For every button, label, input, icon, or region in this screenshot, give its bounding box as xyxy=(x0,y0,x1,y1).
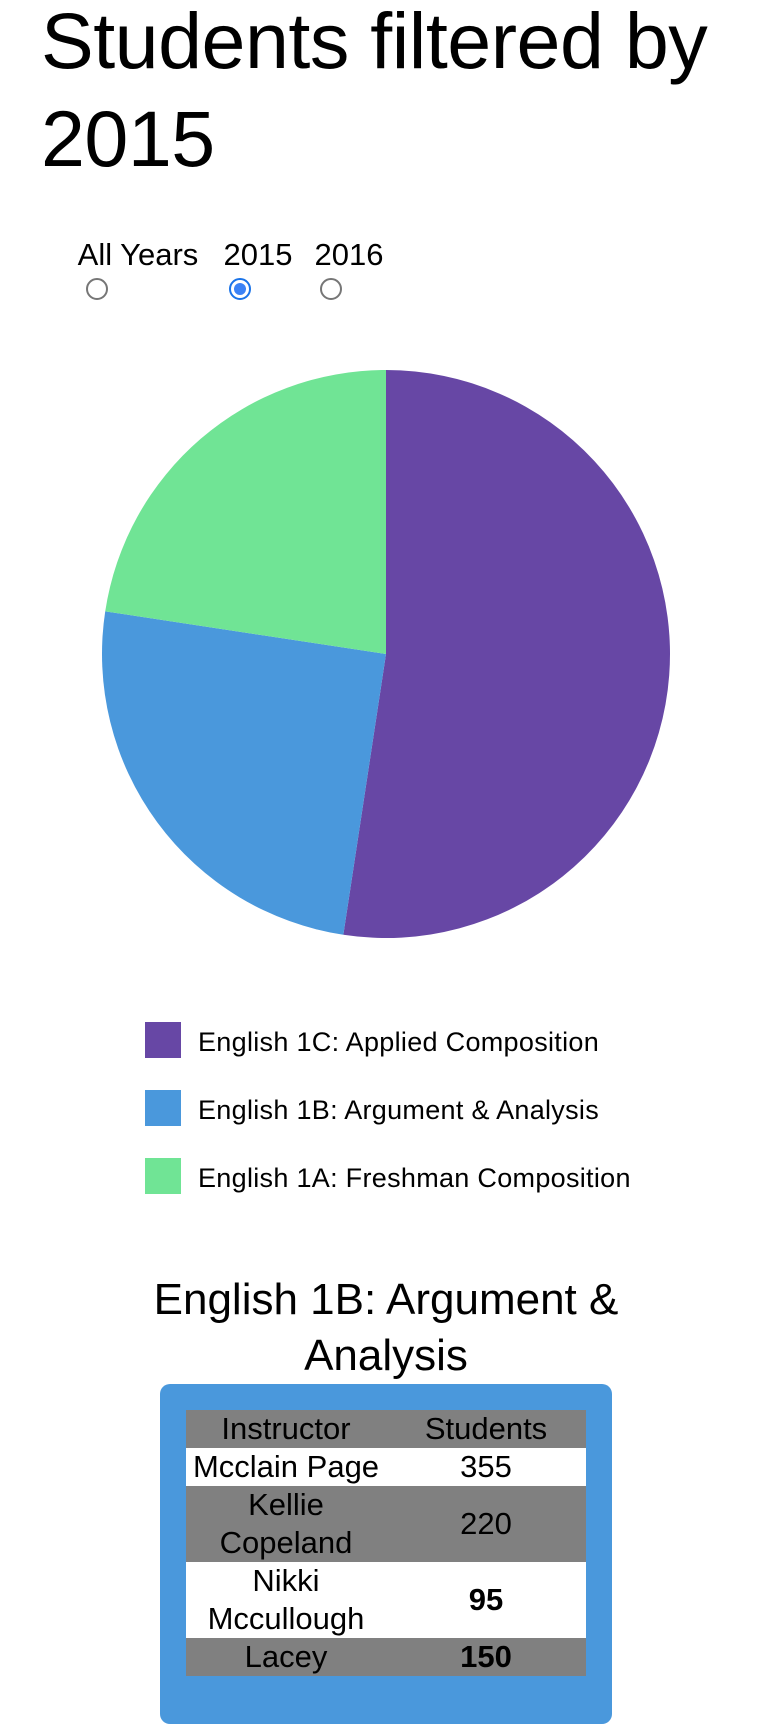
radio-option-2015[interactable]: 2015 xyxy=(219,232,297,300)
detail-title: English 1B: Argument & Analysis xyxy=(153,1275,619,1380)
table-row: Kellie Copeland 220 xyxy=(186,1486,586,1562)
instructor-name: Kellie Copeland xyxy=(219,1487,353,1560)
legend-swatch-english-1c xyxy=(145,1022,181,1058)
legend-item-english-1b[interactable]: English 1B: Argument & Analysis xyxy=(145,1090,745,1126)
radio-button-2015[interactable] xyxy=(229,278,251,300)
chart-legend: English 1C: Applied Composition English … xyxy=(145,1022,745,1226)
student-count: 355 xyxy=(460,1449,512,1484)
pie-slice-english-1b[interactable] xyxy=(101,611,386,935)
pie-slice-english-1c[interactable] xyxy=(343,370,671,939)
legend-item-english-1a[interactable]: English 1A: Freshman Composition xyxy=(145,1158,745,1194)
student-count: 150 xyxy=(460,1639,512,1674)
instructor-table: Instructor Students Mcclain Page 355 Kel… xyxy=(186,1410,586,1676)
radio-button-all-years[interactable] xyxy=(86,278,108,300)
radio-button-2016[interactable] xyxy=(320,278,342,300)
column-header-students: Students xyxy=(424,1411,548,1446)
page-title: Students filtered by 2015 xyxy=(41,0,708,183)
table-row: Lacey 150 xyxy=(186,1638,586,1676)
legend-label-english-1c: English 1C: Applied Composition xyxy=(198,1027,600,1057)
legend-item-english-1c[interactable]: English 1C: Applied Composition xyxy=(145,1022,745,1058)
radio-option-2016[interactable]: 2016 xyxy=(310,232,388,300)
pie-chart xyxy=(101,370,671,939)
table-row: Mcclain Page 355 xyxy=(186,1448,586,1486)
legend-swatch-english-1b xyxy=(145,1090,181,1126)
table-row: Nikki Mccullough 95 xyxy=(186,1562,586,1638)
radio-label-2015: 2015 xyxy=(223,237,293,272)
column-header-instructor: Instructor xyxy=(221,1411,351,1446)
radio-label-2016: 2016 xyxy=(314,237,384,272)
detail-panel: Instructor Students Mcclain Page 355 Kel… xyxy=(160,1384,612,1724)
table-header-row: Instructor Students xyxy=(186,1410,586,1448)
year-filter: All Years 2015 2016 xyxy=(0,232,772,312)
radio-option-all-years[interactable]: All Years xyxy=(76,232,200,300)
legend-swatch-english-1a xyxy=(145,1158,181,1194)
legend-label-english-1b: English 1B: Argument & Analysis xyxy=(198,1095,600,1125)
legend-label-english-1a: English 1A: Freshman Composition xyxy=(198,1163,631,1193)
student-count: 95 xyxy=(468,1582,504,1617)
student-count: 220 xyxy=(460,1506,512,1541)
instructor-name: Lacey xyxy=(244,1639,328,1674)
pie-slice-english-1a[interactable] xyxy=(105,370,387,654)
instructor-name: Mcclain Page xyxy=(192,1449,380,1484)
radio-label-all-years: All Years xyxy=(77,237,199,272)
instructor-name: Nikki Mccullough xyxy=(207,1563,365,1636)
